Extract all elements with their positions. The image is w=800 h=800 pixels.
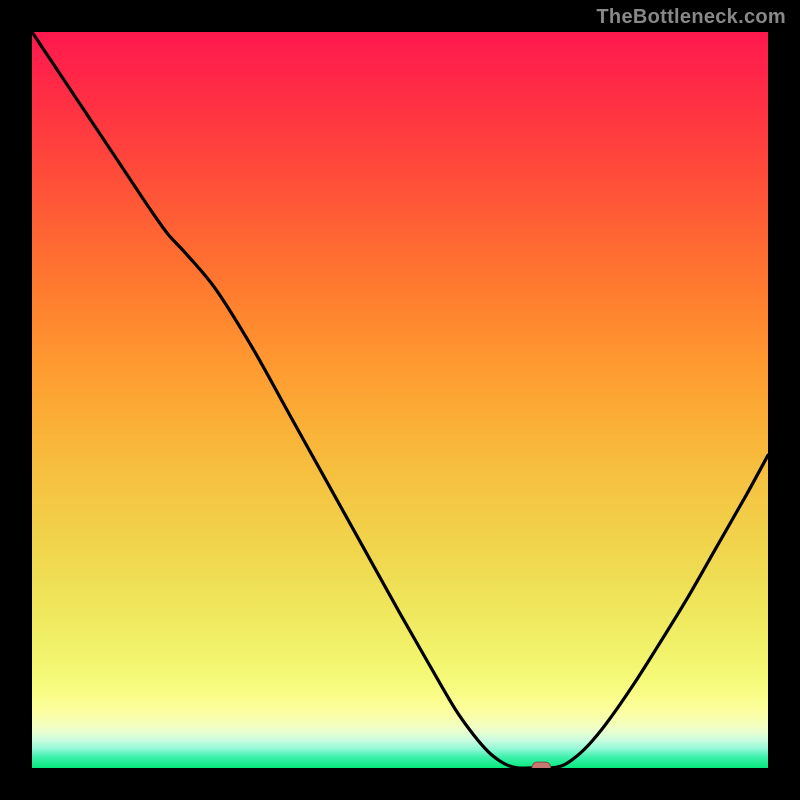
bottleneck-curve-chart (0, 0, 800, 800)
plot-background (32, 32, 768, 768)
frame-right (768, 0, 800, 800)
chart-container: TheBottleneck.com (0, 0, 800, 800)
frame-left (0, 0, 32, 800)
frame-bottom (0, 768, 800, 800)
watermark-text: TheBottleneck.com (596, 6, 786, 29)
